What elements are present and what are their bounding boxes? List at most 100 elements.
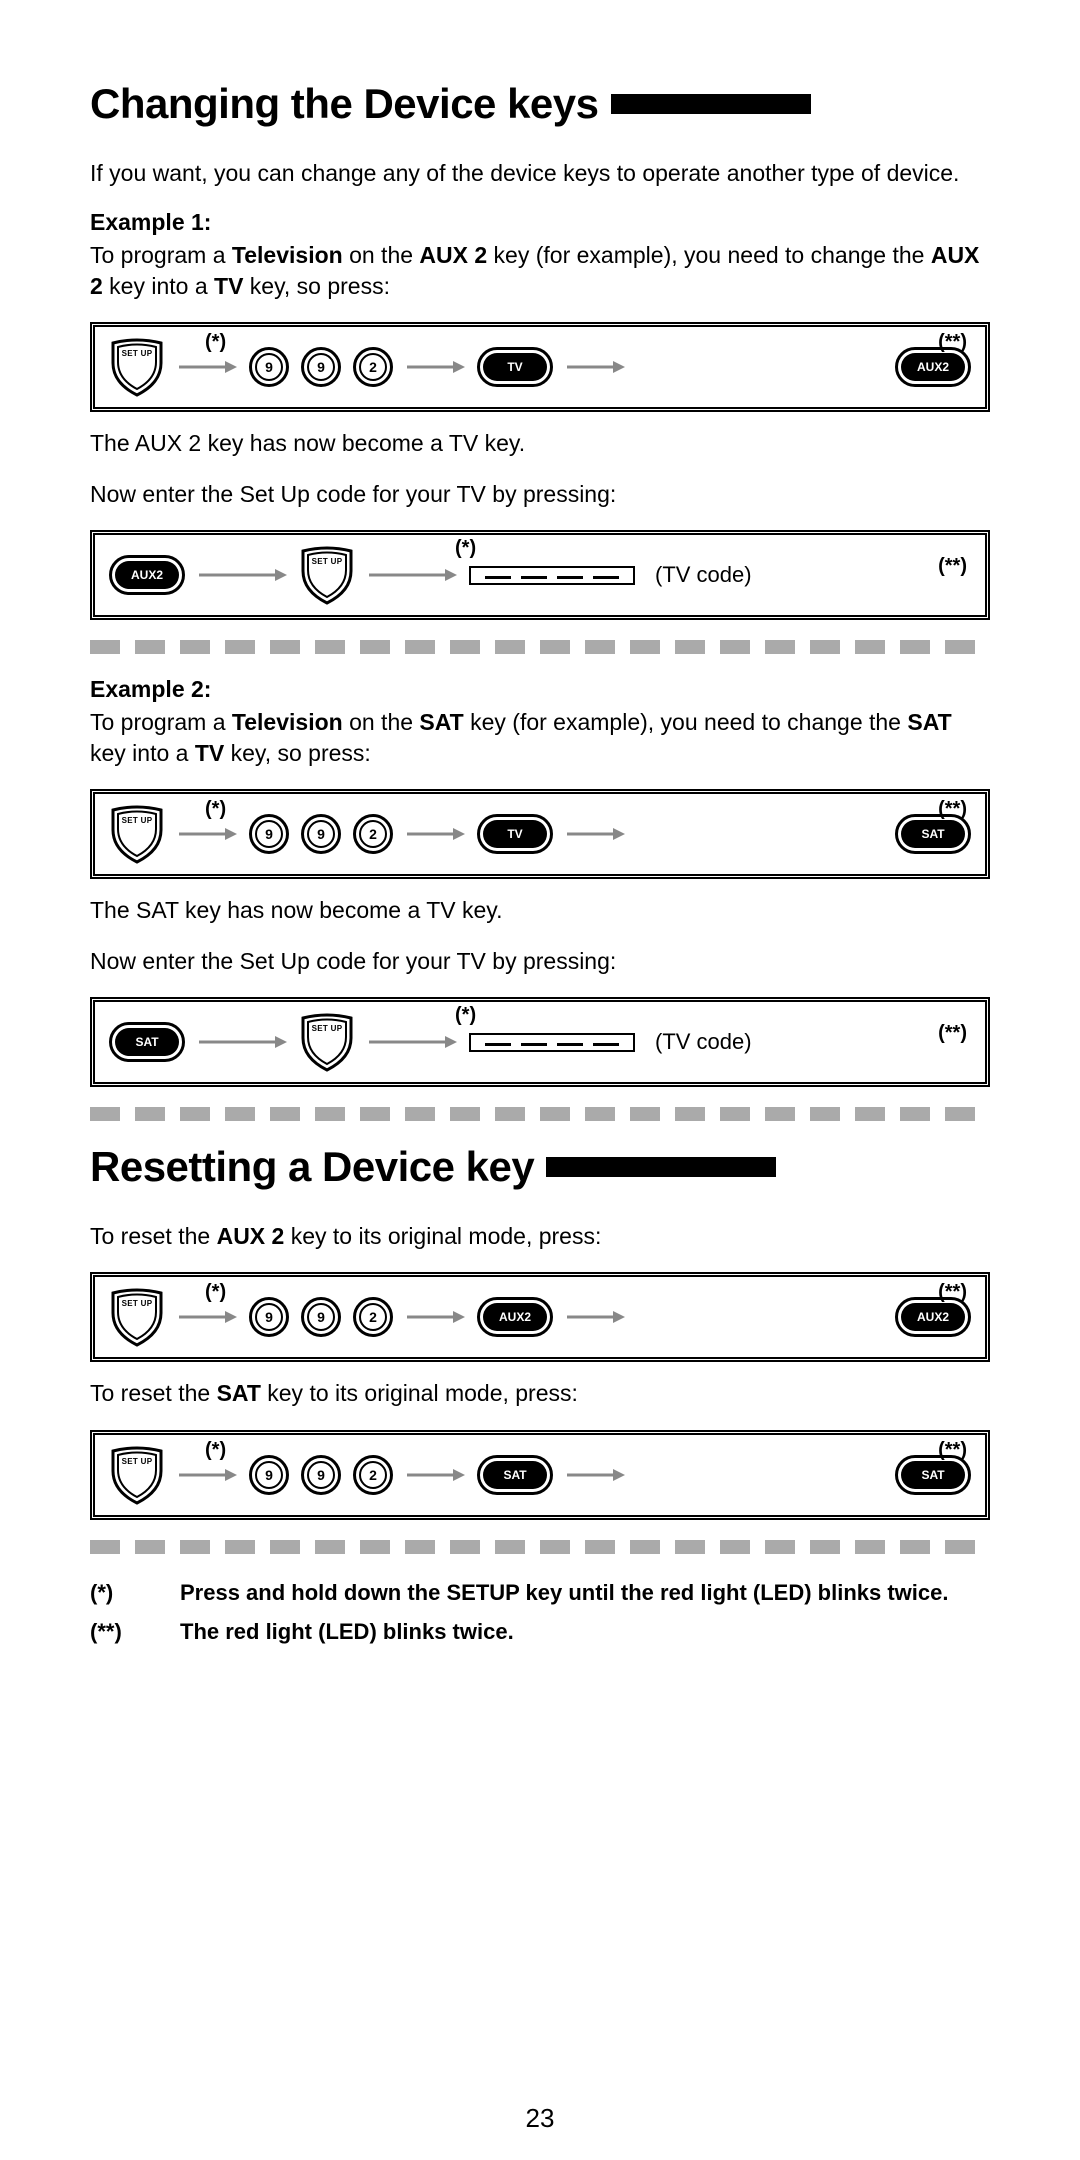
divider-icon (90, 1107, 990, 1121)
setup-key-icon: SET UP (299, 545, 355, 605)
sequence-box-5: (*) (**) SET UP 9 9 2 AUX2 AUX2 (90, 1272, 990, 1362)
arrow-icon (405, 357, 465, 377)
txt: key, so press: (243, 273, 390, 299)
arrow-icon (405, 824, 465, 844)
note-dstar: (**) (938, 1022, 967, 1045)
sequence-box-3: (*) (**) SET UP 9 9 2 TV SAT (90, 789, 990, 879)
aux2-key-button: AUX2 (109, 555, 185, 595)
heading-bar-icon (611, 94, 811, 114)
sat-key-button: SAT (895, 1455, 971, 1495)
sat-key-button: SAT (109, 1022, 185, 1062)
note-star: (*) (205, 1281, 226, 1304)
aux2-key-button: AUX2 (895, 347, 971, 387)
txt-b: TV (214, 273, 243, 299)
arrow-icon (367, 1032, 457, 1052)
tv-code-input (469, 566, 635, 585)
arrow-icon (177, 357, 237, 377)
txt-b: SAT (907, 709, 951, 735)
sat-key-button: SAT (477, 1455, 553, 1495)
setup-label: SET UP (122, 816, 153, 825)
setup-label: SET UP (122, 1457, 153, 1466)
page-number: 23 (526, 2103, 555, 2134)
note-star: (*) (205, 798, 226, 821)
txt-b: TV (195, 740, 224, 766)
digit-2-button: 2 (353, 1455, 393, 1495)
example1-para: To program a Television on the AUX 2 key… (90, 240, 990, 302)
setup-label: SET UP (312, 557, 343, 566)
digit-9-button: 9 (249, 347, 289, 387)
footnote-1-mark: (*) (90, 1578, 150, 1608)
sequence-box-1: (*) (**) SET UP 9 9 2 TV AUX2 (90, 322, 990, 412)
txt: To program a (90, 242, 232, 268)
tv-code-label: (TV code) (655, 1029, 752, 1055)
setup-key-icon: SET UP (109, 337, 165, 397)
txt: To program a (90, 709, 232, 735)
example2-after: The SAT key has now become a TV key. (90, 895, 990, 926)
reset-aux2-para: To reset the AUX 2 key to its original m… (90, 1221, 990, 1252)
txt: key (for example), you need to change th… (487, 242, 931, 268)
txt: To reset the (90, 1223, 217, 1249)
note-dstar: (**) (938, 555, 967, 578)
aux2-key-button: AUX2 (477, 1297, 553, 1337)
digit-9-button: 9 (249, 1297, 289, 1337)
digit-9-button: 9 (249, 814, 289, 854)
arrow-icon (197, 565, 287, 585)
section1-heading: Changing the Device keys (90, 80, 599, 128)
txt: To reset the (90, 1380, 217, 1406)
tv-key-button: TV (477, 814, 553, 854)
digit-9-button: 9 (249, 1455, 289, 1495)
arrow-icon (177, 1307, 237, 1327)
txt: key (for example), you need to change th… (464, 709, 908, 735)
example1-label: Example 1: (90, 209, 990, 236)
footnote-2-text: The red light (LED) blinks twice. (180, 1617, 514, 1647)
txt-b: Television (232, 709, 343, 735)
arrow-icon (177, 824, 237, 844)
arrow-icon (177, 1465, 237, 1485)
arrow-icon (197, 1032, 287, 1052)
note-star: (*) (205, 331, 226, 354)
divider-icon (90, 640, 990, 654)
section2-heading: Resetting a Device key (90, 1143, 534, 1191)
txt: key to its original mode, press: (261, 1380, 578, 1406)
setup-label: SET UP (312, 1024, 343, 1033)
txt: on the (343, 242, 420, 268)
section2-heading-row: Resetting a Device key (90, 1143, 990, 1191)
arrow-icon (405, 1465, 465, 1485)
note-star: (*) (455, 1004, 476, 1027)
heading-bar-icon (546, 1157, 776, 1177)
example1-enter-code: Now enter the Set Up code for your TV by… (90, 479, 990, 510)
digit-2-button: 2 (353, 814, 393, 854)
arrow-icon (367, 565, 457, 585)
arrow-icon (565, 824, 625, 844)
digit-2-button: 2 (353, 1297, 393, 1337)
example1-after: The AUX 2 key has now become a TV key. (90, 428, 990, 459)
sequence-box-2: (*) (**) AUX2 SET UP (TV code) (90, 530, 990, 620)
digit-9-button: 9 (301, 1455, 341, 1495)
digit-9-button: 9 (301, 347, 341, 387)
section-heading-row: Changing the Device keys (90, 80, 990, 128)
arrow-icon (565, 1307, 625, 1327)
aux2-key-button: AUX2 (895, 1297, 971, 1337)
example2-enter-code: Now enter the Set Up code for your TV by… (90, 946, 990, 977)
digit-2-button: 2 (353, 347, 393, 387)
arrow-icon (565, 1465, 625, 1485)
setup-key-icon: SET UP (299, 1012, 355, 1072)
example2-para: To program a Television on the SAT key (… (90, 707, 990, 769)
arrow-icon (405, 1307, 465, 1327)
txt-b: AUX 2 (419, 242, 487, 268)
footnotes: (*) Press and hold down the SETUP key un… (90, 1578, 990, 1647)
note-star: (*) (455, 537, 476, 560)
tv-code-input (469, 1033, 635, 1052)
txt: key to its original mode, press: (284, 1223, 601, 1249)
txt-b: SAT (217, 1380, 261, 1406)
sat-key-button: SAT (895, 814, 971, 854)
setup-key-icon: SET UP (109, 804, 165, 864)
digit-9-button: 9 (301, 1297, 341, 1337)
setup-label: SET UP (122, 349, 153, 358)
sequence-box-6: (*) (**) SET UP 9 9 2 SAT SAT (90, 1430, 990, 1520)
sequence-box-4: (*) (**) SAT SET UP (TV code) (90, 997, 990, 1087)
arrow-icon (565, 357, 625, 377)
note-star: (*) (205, 1439, 226, 1462)
txt: key, so press: (224, 740, 371, 766)
txt-b: AUX 2 (217, 1223, 285, 1249)
